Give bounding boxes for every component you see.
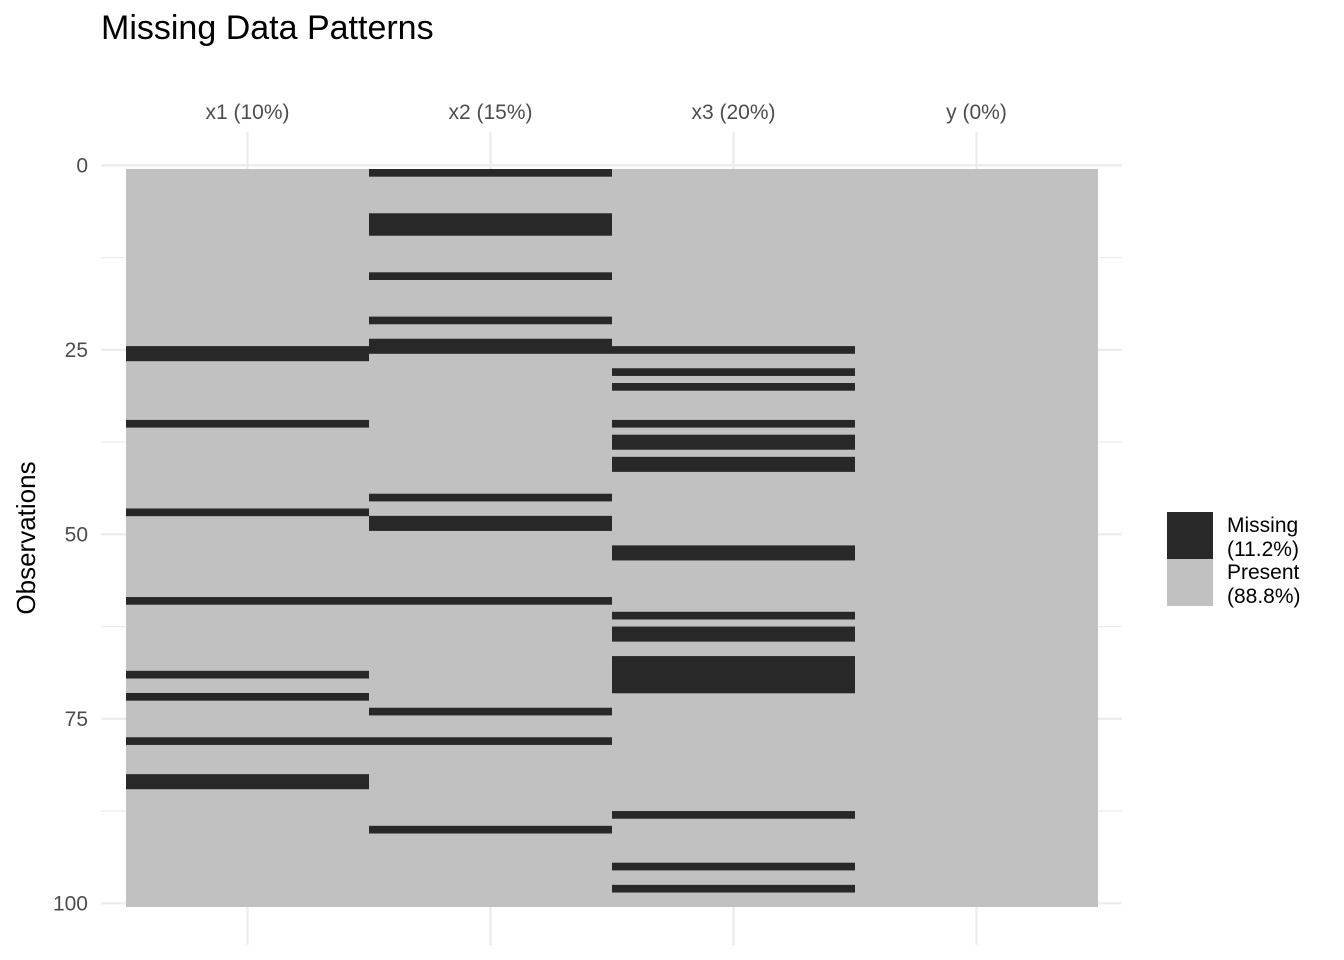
- legend-label-missing: Missing: [1227, 514, 1298, 537]
- x-tick-label-x1: x1 (10%): [205, 101, 289, 124]
- x-tick-label-x2: x2 (15%): [448, 101, 532, 124]
- missing-cell-x1-row-35: [126, 419, 369, 428]
- missing-cell-x3-row-64: [612, 633, 855, 642]
- missing-cell-x2-row-7: [369, 213, 612, 221]
- missing-cell-x3-row-67: [612, 656, 855, 664]
- missing-cell-x3-row-98: [612, 884, 855, 893]
- missing-cell-x2-row-59: [369, 597, 612, 605]
- y-tick-label: 0: [76, 154, 88, 177]
- missing-cell-x3-row-61: [612, 611, 855, 620]
- missing-cell-x3-row-28: [612, 368, 855, 376]
- missing-cell-x1-row-25: [126, 346, 369, 354]
- present-column-y: [855, 169, 1098, 907]
- missing-cell-x3-row-88: [612, 811, 855, 819]
- missing-cell-x1-row-59: [126, 597, 369, 605]
- y-axis-title: Observations: [11, 461, 41, 614]
- missing-cell-x3-row-30: [612, 383, 855, 391]
- y-tick-label: 50: [65, 523, 88, 546]
- missing-cell-x2-row-74: [369, 707, 612, 716]
- missing-cell-x3-row-69: [612, 670, 855, 679]
- missing-cell-x2-row-48: [369, 515, 612, 524]
- legend-sublabel-missing: (11.2%): [1227, 538, 1299, 561]
- x-tick-label-y: y (0%): [946, 101, 1007, 124]
- y-tick-label: 25: [65, 339, 88, 362]
- missing-cell-x3-row-63: [612, 626, 855, 635]
- x-axis-top: x1 (10%) x2 (15%) x3 (20%) y (0%): [205, 101, 1006, 124]
- missing-cell-x3-row-68: [612, 663, 855, 672]
- missing-cell-x3-row-52: [612, 545, 855, 554]
- legend-label-present: Present: [1227, 561, 1300, 584]
- present-column-x1: [126, 169, 369, 907]
- missing-cell-x3-row-40: [612, 456, 855, 465]
- missing-cell-x1-row-47: [126, 508, 369, 517]
- legend-key-missing: [1167, 512, 1213, 559]
- missing-cell-x1-row-69: [126, 670, 369, 679]
- legend-key-present: [1167, 559, 1213, 606]
- missing-cell-x2-row-90: [369, 825, 612, 834]
- missing-cell-x3-row-41: [612, 464, 855, 472]
- missing-cell-x1-row-72: [126, 692, 369, 701]
- missing-cell-x2-row-78: [369, 737, 612, 745]
- missing-cell-x2-row-9: [369, 228, 612, 236]
- missing-cell-x2-row-24: [369, 338, 612, 347]
- missing-cell-x1-row-83: [126, 774, 369, 782]
- missing-cell-x1-row-78: [126, 737, 369, 745]
- legend: Missing(11.2%)Present(88.8%): [1167, 512, 1301, 608]
- y-tick-label: 75: [65, 708, 88, 731]
- missing-cell-x2-row-15: [369, 272, 612, 280]
- missing-cell-x3-row-25: [612, 346, 855, 354]
- missing-cell-x1-row-26: [126, 353, 369, 362]
- missing-cell-x2-row-49: [369, 523, 612, 531]
- x-tick-label-x3: x3 (20%): [691, 101, 775, 124]
- legend-sublabel-present: (88.8%): [1227, 585, 1301, 608]
- missing-cell-x3-row-35: [612, 419, 855, 428]
- missing-cell-x2-row-8: [369, 220, 612, 229]
- missing-cell-x2-row-45: [369, 493, 612, 502]
- missing-cell-x1-row-84: [126, 781, 369, 790]
- y-axis: 0 25 50 75 100: [53, 154, 88, 915]
- y-tick-label: 100: [53, 892, 88, 915]
- missing-cell-x3-row-53: [612, 552, 855, 561]
- heatmap-cells: [126, 169, 1098, 907]
- missing-cell-x3-row-37: [612, 434, 855, 443]
- present-column-x2: [369, 169, 612, 907]
- present-column-x3: [612, 169, 855, 907]
- missing-cell-x2-row-25: [369, 346, 612, 354]
- missing-cell-x3-row-38: [612, 442, 855, 450]
- missing-cell-x2-row-21: [369, 316, 612, 325]
- chart-title: Missing Data Patterns: [101, 9, 434, 47]
- missing-cell-x2-row-1: [369, 169, 612, 177]
- missing-cell-x3-row-95: [612, 862, 855, 871]
- missing-cell-x3-row-70: [612, 678, 855, 686]
- missing-cell-x3-row-71: [612, 685, 855, 694]
